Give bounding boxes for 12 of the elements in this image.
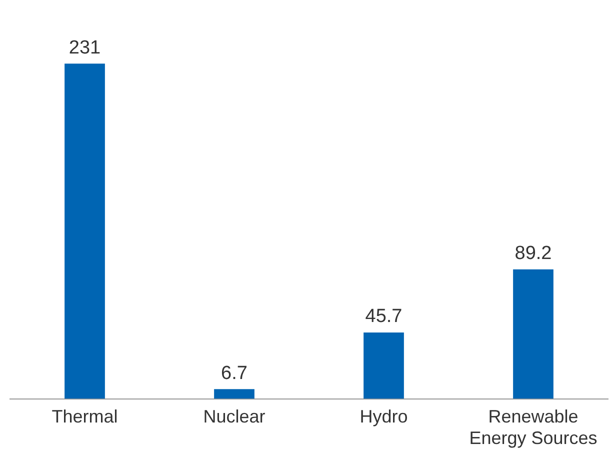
data-label: 6.7 — [221, 362, 248, 384]
bar — [64, 64, 105, 399]
data-label: 89.2 — [514, 243, 552, 264]
x-tick-label: Hydro — [360, 406, 408, 427]
bar — [513, 269, 554, 399]
x-tick-label: Renewable Energy Sources — [469, 406, 598, 448]
x-tick-label: Thermal — [52, 406, 118, 427]
data-label: 231 — [68, 37, 101, 58]
x-tick-label: Nuclear — [203, 406, 266, 427]
bar — [214, 389, 254, 399]
bar — [364, 332, 404, 399]
data-label: 45.7 — [365, 306, 402, 328]
